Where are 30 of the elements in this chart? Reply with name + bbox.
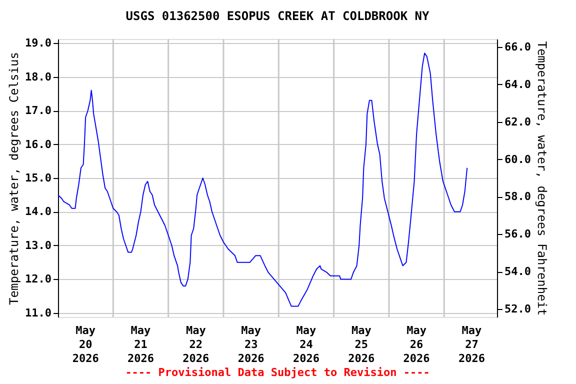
y-tick-label: 14.0 — [25, 205, 52, 218]
y2-tick-label: 66.0 — [504, 40, 531, 54]
y-tick-label: 19.0 — [25, 36, 52, 50]
y2-tick-label: 56.0 — [504, 228, 531, 241]
x-tick-label: May 27 2026 — [458, 324, 486, 365]
y-tick-label: 18.0 — [25, 70, 52, 84]
y-tick-label: 13.0 — [25, 238, 52, 252]
line-series — [58, 52, 468, 307]
x-tick-label: May 24 2026 — [292, 324, 320, 365]
x-tick-label: May 20 2026 — [72, 324, 100, 365]
x-tick-label: May 25 2026 — [348, 324, 376, 365]
x-tick-label: May 21 2026 — [127, 324, 154, 365]
y2-tick-label: 58.0 — [504, 190, 531, 204]
x-tick-label: May 26 2026 — [403, 324, 430, 365]
y2-tick-label: 64.0 — [504, 78, 531, 91]
y2-tick-label: 54.0 — [504, 265, 531, 278]
y-tick-label: 17.0 — [25, 104, 52, 118]
y-tick-label: 15.0 — [25, 172, 52, 184]
y2-axis-title: Temperature, water, degrees Fahrenheit — [534, 41, 549, 316]
y-tick-label: 12.0 — [25, 272, 52, 286]
y-axis-title: Temperature, water, degrees Celsius — [7, 52, 22, 305]
y-tick-label: 16.0 — [25, 138, 52, 151]
chart-title: USGS 01362500 ESOPUS CREEK AT COLDBROOK NY — [126, 9, 430, 24]
text: ---- Provisional Data Subject to Revision ---- — [125, 366, 430, 379]
y2-tick-label: 60.0 — [504, 152, 531, 166]
y2-tick-label: 52.0 — [504, 302, 531, 316]
y-tick-label: 11.0 — [25, 306, 52, 320]
x-tick-label: May 22 2026 — [182, 324, 210, 365]
y2-tick-label: 62.0 — [504, 115, 531, 128]
x-tick-label: May 23 2026 — [238, 324, 265, 365]
